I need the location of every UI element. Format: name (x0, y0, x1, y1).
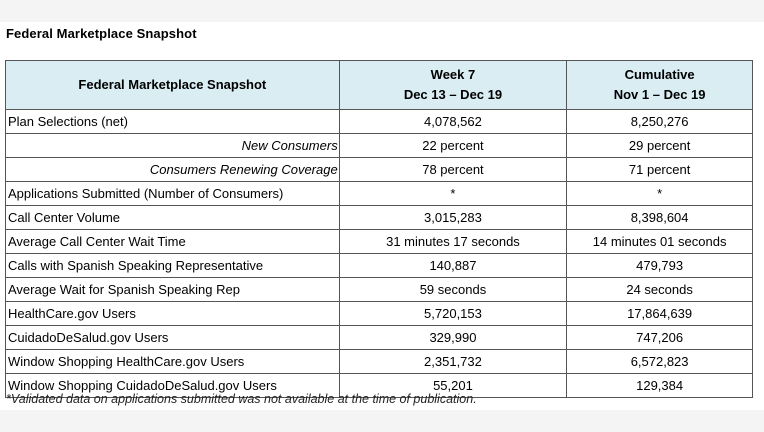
row-cumulative-value: 29 percent (566, 133, 753, 158)
row-week-value: 329,990 (338, 325, 568, 350)
row-label: New Consumers (5, 133, 340, 158)
row-week-value: 2,351,732 (338, 349, 568, 374)
table-row: Window Shopping CuidadoDeSalud.gov Users… (5, 373, 753, 398)
snapshot-table: Federal Marketplace Snapshot Week 7 Dec … (5, 60, 753, 398)
header-cumulative-title: Cumulative (624, 67, 695, 82)
table-row: Call Center Volume 3,015,283 8,398,604 (5, 205, 753, 230)
table-header-row: Federal Marketplace Snapshot Week 7 Dec … (5, 60, 753, 110)
row-label: HealthCare.gov Users (5, 301, 340, 326)
row-week-value: 140,887 (338, 253, 568, 278)
row-cumulative-value: 129,384 (566, 373, 753, 398)
row-label: Window Shopping HealthCare.gov Users (5, 349, 340, 374)
row-cumulative-value: 14 minutes 01 seconds (566, 229, 753, 254)
header-week-range: Dec 13 – Dec 19 (403, 87, 503, 102)
header-cumulative: Cumulative Nov 1 – Dec 19 (566, 60, 753, 110)
row-week-value: * (338, 181, 568, 206)
row-cumulative-value: * (566, 181, 753, 206)
table-row: Average Call Center Wait Time 31 minutes… (5, 229, 753, 254)
row-label: Average Wait for Spanish Speaking Rep (5, 277, 340, 302)
table-row: Applications Submitted (Number of Consum… (5, 181, 753, 206)
table-row: CuidadoDeSalud.gov Users 329,990 747,206 (5, 325, 753, 350)
row-week-value: 4,078,562 (338, 109, 568, 134)
row-cumulative-value: 747,206 (566, 325, 753, 350)
header-cumulative-range: Nov 1 – Dec 19 (613, 87, 706, 102)
row-label: Calls with Spanish Speaking Representati… (5, 253, 340, 278)
bottom-band (0, 410, 764, 432)
row-label: Call Center Volume (5, 205, 340, 230)
row-week-value: 5,720,153 (338, 301, 568, 326)
row-cumulative-value: 8,398,604 (566, 205, 753, 230)
row-label: Window Shopping CuidadoDeSalud.gov Users (5, 373, 340, 398)
row-cumulative-value: 479,793 (566, 253, 753, 278)
row-week-value: 78 percent (338, 157, 568, 182)
row-cumulative-value: 24 seconds (566, 277, 753, 302)
row-label: Plan Selections (net) (5, 109, 340, 134)
footnote: *Validated data on applications submitte… (6, 392, 477, 406)
header-week-title: Week 7 (430, 67, 476, 82)
table-row: HealthCare.gov Users 5,720,153 17,864,63… (5, 301, 753, 326)
page-title: Federal Marketplace Snapshot (6, 26, 197, 41)
table-row: New Consumers 22 percent 29 percent (5, 133, 753, 158)
row-week-value: 31 minutes 17 seconds (338, 229, 568, 254)
table-row: Window Shopping HealthCare.gov Users 2,3… (5, 349, 753, 374)
table-row: Calls with Spanish Speaking Representati… (5, 253, 753, 278)
row-week-value: 3,015,283 (338, 205, 568, 230)
table-row: Average Wait for Spanish Speaking Rep 59… (5, 277, 753, 302)
row-cumulative-value: 8,250,276 (566, 109, 753, 134)
row-label: Applications Submitted (Number of Consum… (5, 181, 340, 206)
row-label: Average Call Center Wait Time (5, 229, 340, 254)
row-label: CuidadoDeSalud.gov Users (5, 325, 340, 350)
row-week-value: 59 seconds (338, 277, 568, 302)
row-week-value: 22 percent (338, 133, 568, 158)
top-band (0, 0, 764, 22)
header-week: Week 7 Dec 13 – Dec 19 (338, 60, 568, 110)
table-row: Consumers Renewing Coverage 78 percent 7… (5, 157, 753, 182)
row-cumulative-value: 6,572,823 (566, 349, 753, 374)
table-row: Plan Selections (net) 4,078,562 8,250,27… (5, 109, 753, 134)
row-cumulative-value: 71 percent (566, 157, 753, 182)
row-cumulative-value: 17,864,639 (566, 301, 753, 326)
row-label: Consumers Renewing Coverage (5, 157, 340, 182)
row-week-value: 55,201 (338, 373, 568, 398)
header-label: Federal Marketplace Snapshot (5, 60, 340, 110)
